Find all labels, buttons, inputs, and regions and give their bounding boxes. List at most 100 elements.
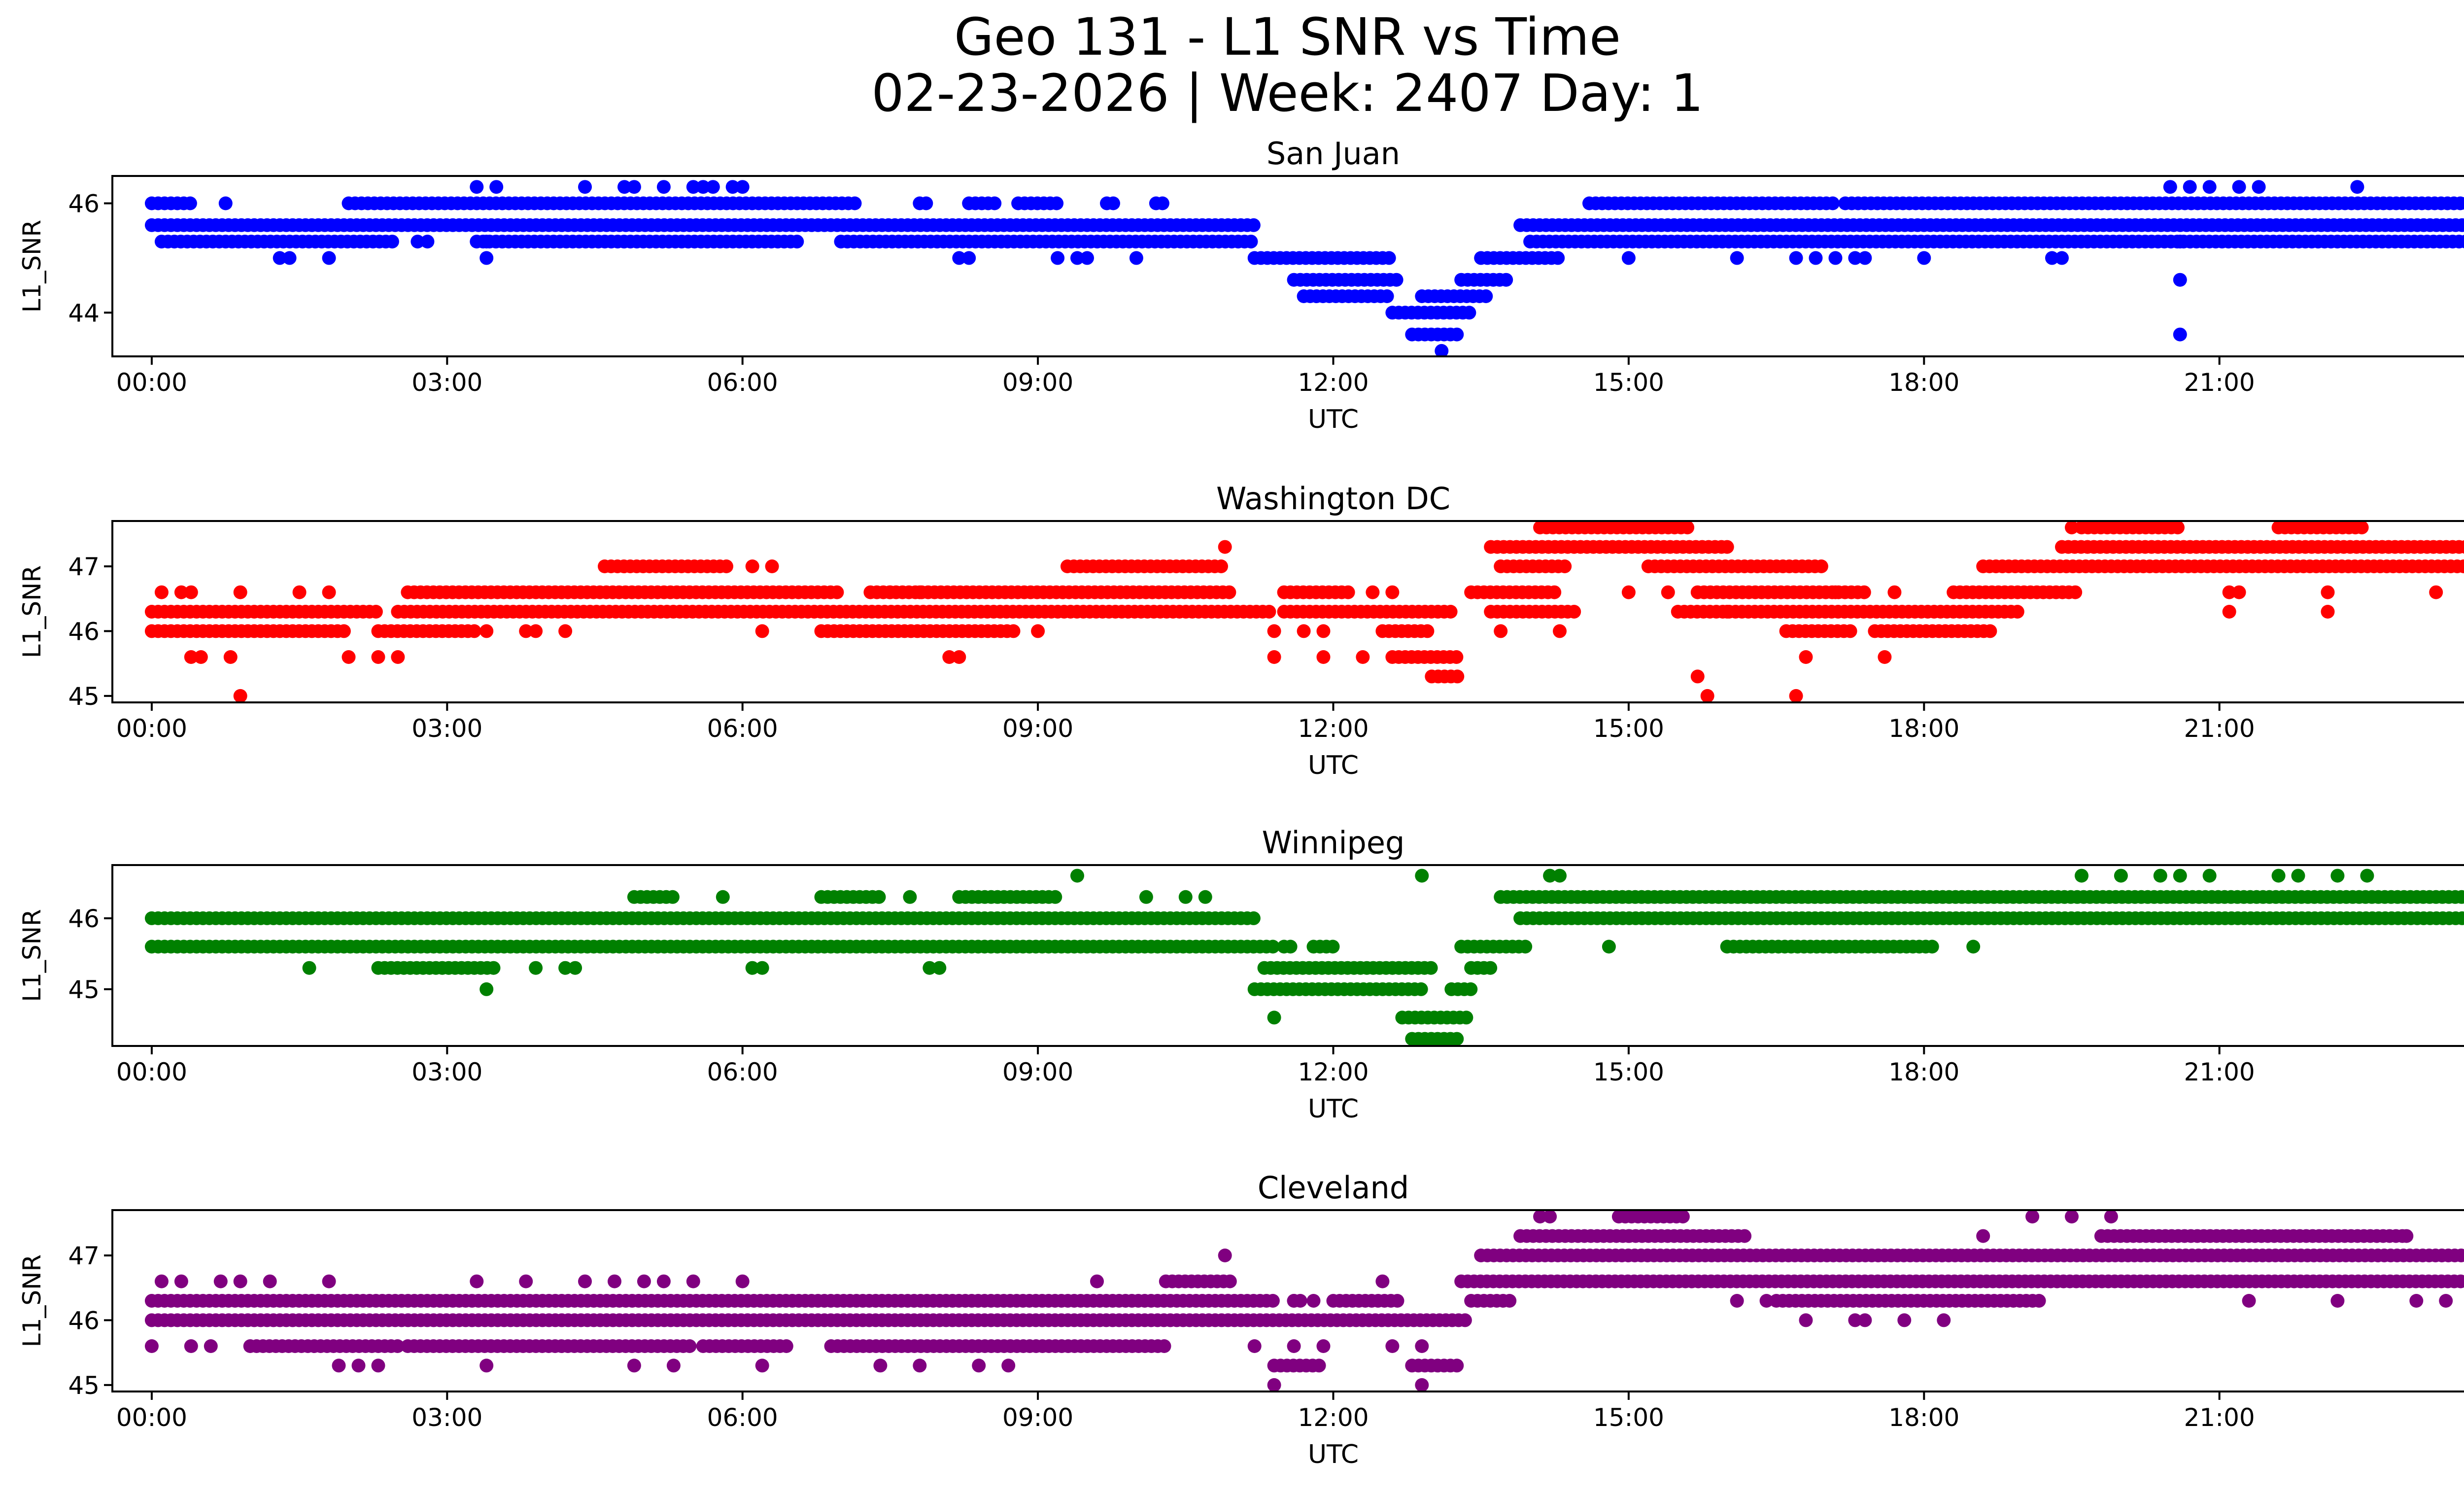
data-point bbox=[2068, 585, 2083, 599]
data-point bbox=[1450, 327, 1464, 342]
data-point bbox=[1858, 251, 1872, 265]
data-point bbox=[1543, 1210, 1557, 1224]
data-point bbox=[1730, 251, 1744, 265]
data-point bbox=[2055, 251, 2069, 265]
x-tick-label: 03:00 bbox=[411, 1058, 482, 1086]
data-point bbox=[1435, 344, 1449, 356]
data-point bbox=[1828, 585, 1843, 599]
data-point bbox=[1214, 559, 1228, 573]
data-point bbox=[765, 559, 779, 573]
data-point bbox=[1503, 1294, 1517, 1308]
x-tick-label: 18:00 bbox=[1888, 1058, 1959, 1086]
data-point bbox=[558, 961, 573, 975]
data-point bbox=[1267, 1010, 1281, 1025]
data-point bbox=[790, 235, 804, 249]
data-point bbox=[1178, 890, 1193, 904]
subplot-cleveland: Cleveland 00:00 03:00 06:00 09:00 12:00 15:00 1… bbox=[18, 1170, 2464, 1469]
subplot-winnipeg: Winnipeg 00:00 03:00 06:00 09:00 12:00 15:00 18… bbox=[18, 825, 2464, 1124]
data-point bbox=[1458, 1313, 1472, 1327]
data-point bbox=[696, 180, 710, 194]
x-tick-label: 09:00 bbox=[1002, 1403, 1073, 1432]
data-point bbox=[1789, 689, 1803, 702]
data-point bbox=[1366, 585, 1380, 599]
data-point bbox=[848, 196, 862, 210]
data-point bbox=[302, 961, 316, 975]
data-point bbox=[2330, 869, 2345, 883]
x-tick-label: 06:00 bbox=[707, 1058, 778, 1086]
x-tick-label: 15:00 bbox=[1593, 1403, 1664, 1432]
data-point bbox=[1424, 961, 1438, 975]
data-point bbox=[1266, 939, 1280, 954]
data-point bbox=[1483, 961, 1498, 975]
data-point bbox=[706, 180, 720, 194]
data-point bbox=[873, 1358, 888, 1373]
data-point bbox=[2183, 180, 2197, 194]
x-tick-label: 21:00 bbox=[2184, 714, 2255, 743]
data-point bbox=[2330, 1294, 2345, 1308]
data-point bbox=[1385, 585, 1400, 599]
scatter-series bbox=[144, 180, 2464, 356]
y-tick-label: 46 bbox=[68, 1306, 100, 1335]
data-point bbox=[1720, 540, 1734, 554]
data-point bbox=[183, 196, 197, 210]
data-point bbox=[1051, 251, 1065, 265]
x-tick-label: 03:00 bbox=[411, 368, 482, 397]
data-point bbox=[489, 180, 504, 194]
y-axis-label: L1_SNR bbox=[18, 565, 46, 659]
data-point bbox=[2075, 869, 2088, 883]
data-point bbox=[1848, 1313, 1862, 1327]
data-point bbox=[919, 196, 933, 210]
x-axis-label: UTC bbox=[1308, 405, 1359, 434]
data-point bbox=[1858, 1313, 1872, 1327]
data-point bbox=[923, 961, 937, 975]
data-point bbox=[1966, 939, 1981, 954]
data-point bbox=[1553, 624, 1567, 638]
data-point bbox=[223, 650, 238, 664]
data-point bbox=[529, 961, 543, 975]
y-tick-label: 45 bbox=[68, 1371, 100, 1400]
data-point bbox=[1223, 1274, 1237, 1288]
data-point bbox=[735, 1274, 750, 1288]
data-point bbox=[2153, 869, 2167, 883]
x-axis-label: UTC bbox=[1308, 1440, 1359, 1469]
x-tick-label: 18:00 bbox=[1888, 1403, 1959, 1432]
x-tick-label: 00:00 bbox=[116, 1058, 187, 1086]
data-point bbox=[2462, 220, 2464, 231]
data-point bbox=[2252, 180, 2266, 194]
data-point bbox=[233, 689, 247, 702]
data-point bbox=[719, 559, 733, 573]
data-point bbox=[411, 235, 425, 249]
data-point bbox=[656, 1274, 671, 1288]
data-point bbox=[1247, 1339, 1262, 1353]
data-point bbox=[1139, 890, 1153, 904]
data-point bbox=[218, 196, 233, 210]
data-point bbox=[2321, 605, 2335, 619]
data-point bbox=[2045, 251, 2059, 265]
data-point bbox=[479, 251, 494, 265]
data-point bbox=[1267, 624, 1281, 638]
data-point bbox=[1925, 939, 1939, 954]
y-tick-label: 47 bbox=[68, 553, 100, 581]
data-point bbox=[1799, 650, 1813, 664]
data-point bbox=[479, 624, 494, 638]
data-point bbox=[2460, 197, 2464, 210]
data-point bbox=[529, 624, 543, 638]
data-point bbox=[371, 1358, 385, 1373]
data-point bbox=[1730, 1294, 1744, 1308]
data-point bbox=[627, 1358, 641, 1373]
data-point bbox=[2462, 913, 2464, 924]
data-point bbox=[2271, 869, 2286, 883]
data-point bbox=[1246, 911, 1261, 925]
subplot-title: Washington DC bbox=[1216, 481, 1450, 517]
data-point bbox=[830, 585, 844, 599]
data-point bbox=[1621, 585, 1636, 599]
data-point bbox=[558, 624, 573, 638]
data-point bbox=[1283, 939, 1298, 954]
data-point bbox=[755, 1358, 769, 1373]
data-point bbox=[745, 961, 759, 975]
data-point bbox=[1814, 559, 1828, 573]
x-tick-label: 09:00 bbox=[1002, 368, 1073, 397]
data-point bbox=[2025, 1210, 2040, 1224]
data-point bbox=[2104, 1210, 2118, 1224]
x-tick-label: 09:00 bbox=[1002, 1058, 1073, 1086]
